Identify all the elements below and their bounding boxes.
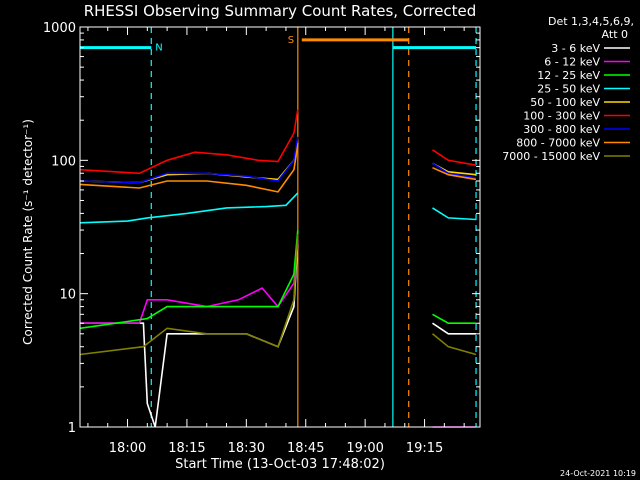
legend-entry-label: 300 - 800 keV	[523, 123, 600, 136]
x-tick-label: 18:00	[109, 441, 146, 456]
legend-header: Det 1,3,4,5,6,9, Att 0	[548, 15, 634, 41]
y-tick-label: 100	[51, 154, 76, 169]
legend-entry-label: 3 - 6 keV	[551, 42, 600, 55]
y-tick-label: 1000	[43, 21, 76, 36]
series-line	[432, 207, 477, 221]
legend-header-line2: Att 0	[602, 28, 628, 41]
chart-title: RHESSI Observing Summary Count Rates, Co…	[84, 2, 477, 20]
series-line	[79, 109, 299, 175]
series-line	[79, 136, 299, 184]
series-line	[79, 142, 299, 184]
legend-entry-label: 7000 - 15000 keV	[502, 150, 600, 163]
x-tick-label: 19:00	[346, 441, 383, 456]
series-line	[432, 313, 476, 325]
plot-frame	[79, 26, 481, 428]
series-line	[432, 162, 477, 179]
annotations-layer: NS	[80, 27, 477, 427]
series-line	[432, 162, 477, 176]
legend-entry-label: 12 - 25 keV	[537, 69, 600, 82]
x-tick-label: 19:15	[406, 441, 443, 456]
series-line	[79, 144, 299, 193]
series-line	[79, 233, 299, 356]
legend-header-line1: Det 1,3,4,5,6,9,	[548, 15, 634, 28]
x-tick-label: 18:15	[168, 441, 205, 456]
x-tick-label: 18:45	[287, 441, 324, 456]
legend-entry-label: 25 - 50 keV	[537, 83, 600, 96]
series-line	[431, 333, 477, 356]
series-line	[79, 230, 299, 330]
annotation-label: S	[288, 35, 294, 46]
y-tick-label: 1	[68, 421, 76, 436]
legend-entry-label: 6 - 12 keV	[544, 56, 600, 69]
legend-entry-label: 800 - 7000 keV	[516, 137, 600, 150]
legend-entry-label: 50 - 100 keV	[530, 96, 600, 109]
series-layer	[79, 109, 477, 428]
x-tick-label: 18:30	[228, 441, 265, 456]
x-axis-label: Start Time (13-Oct-03 17:48:02)	[175, 457, 385, 472]
legend-entry-label: 100 - 300 keV	[523, 110, 600, 123]
footer-date: 24-Oct-2021 10:19	[560, 469, 636, 478]
y-axis-label: Corrected Count Rate (s⁻¹ detector⁻¹)	[21, 119, 35, 345]
annotation-label: N	[155, 43, 162, 54]
axes-layer: 18:00 18:15 18:30 18:45 19:00 19:15 1 10 100 1000	[43, 21, 480, 456]
series-line	[432, 166, 477, 181]
series-line	[80, 240, 299, 428]
series-line	[79, 192, 299, 224]
series-line	[432, 322, 476, 335]
y-tick-label: 10	[59, 288, 76, 303]
series-line	[80, 240, 299, 325]
series-line	[432, 149, 477, 166]
